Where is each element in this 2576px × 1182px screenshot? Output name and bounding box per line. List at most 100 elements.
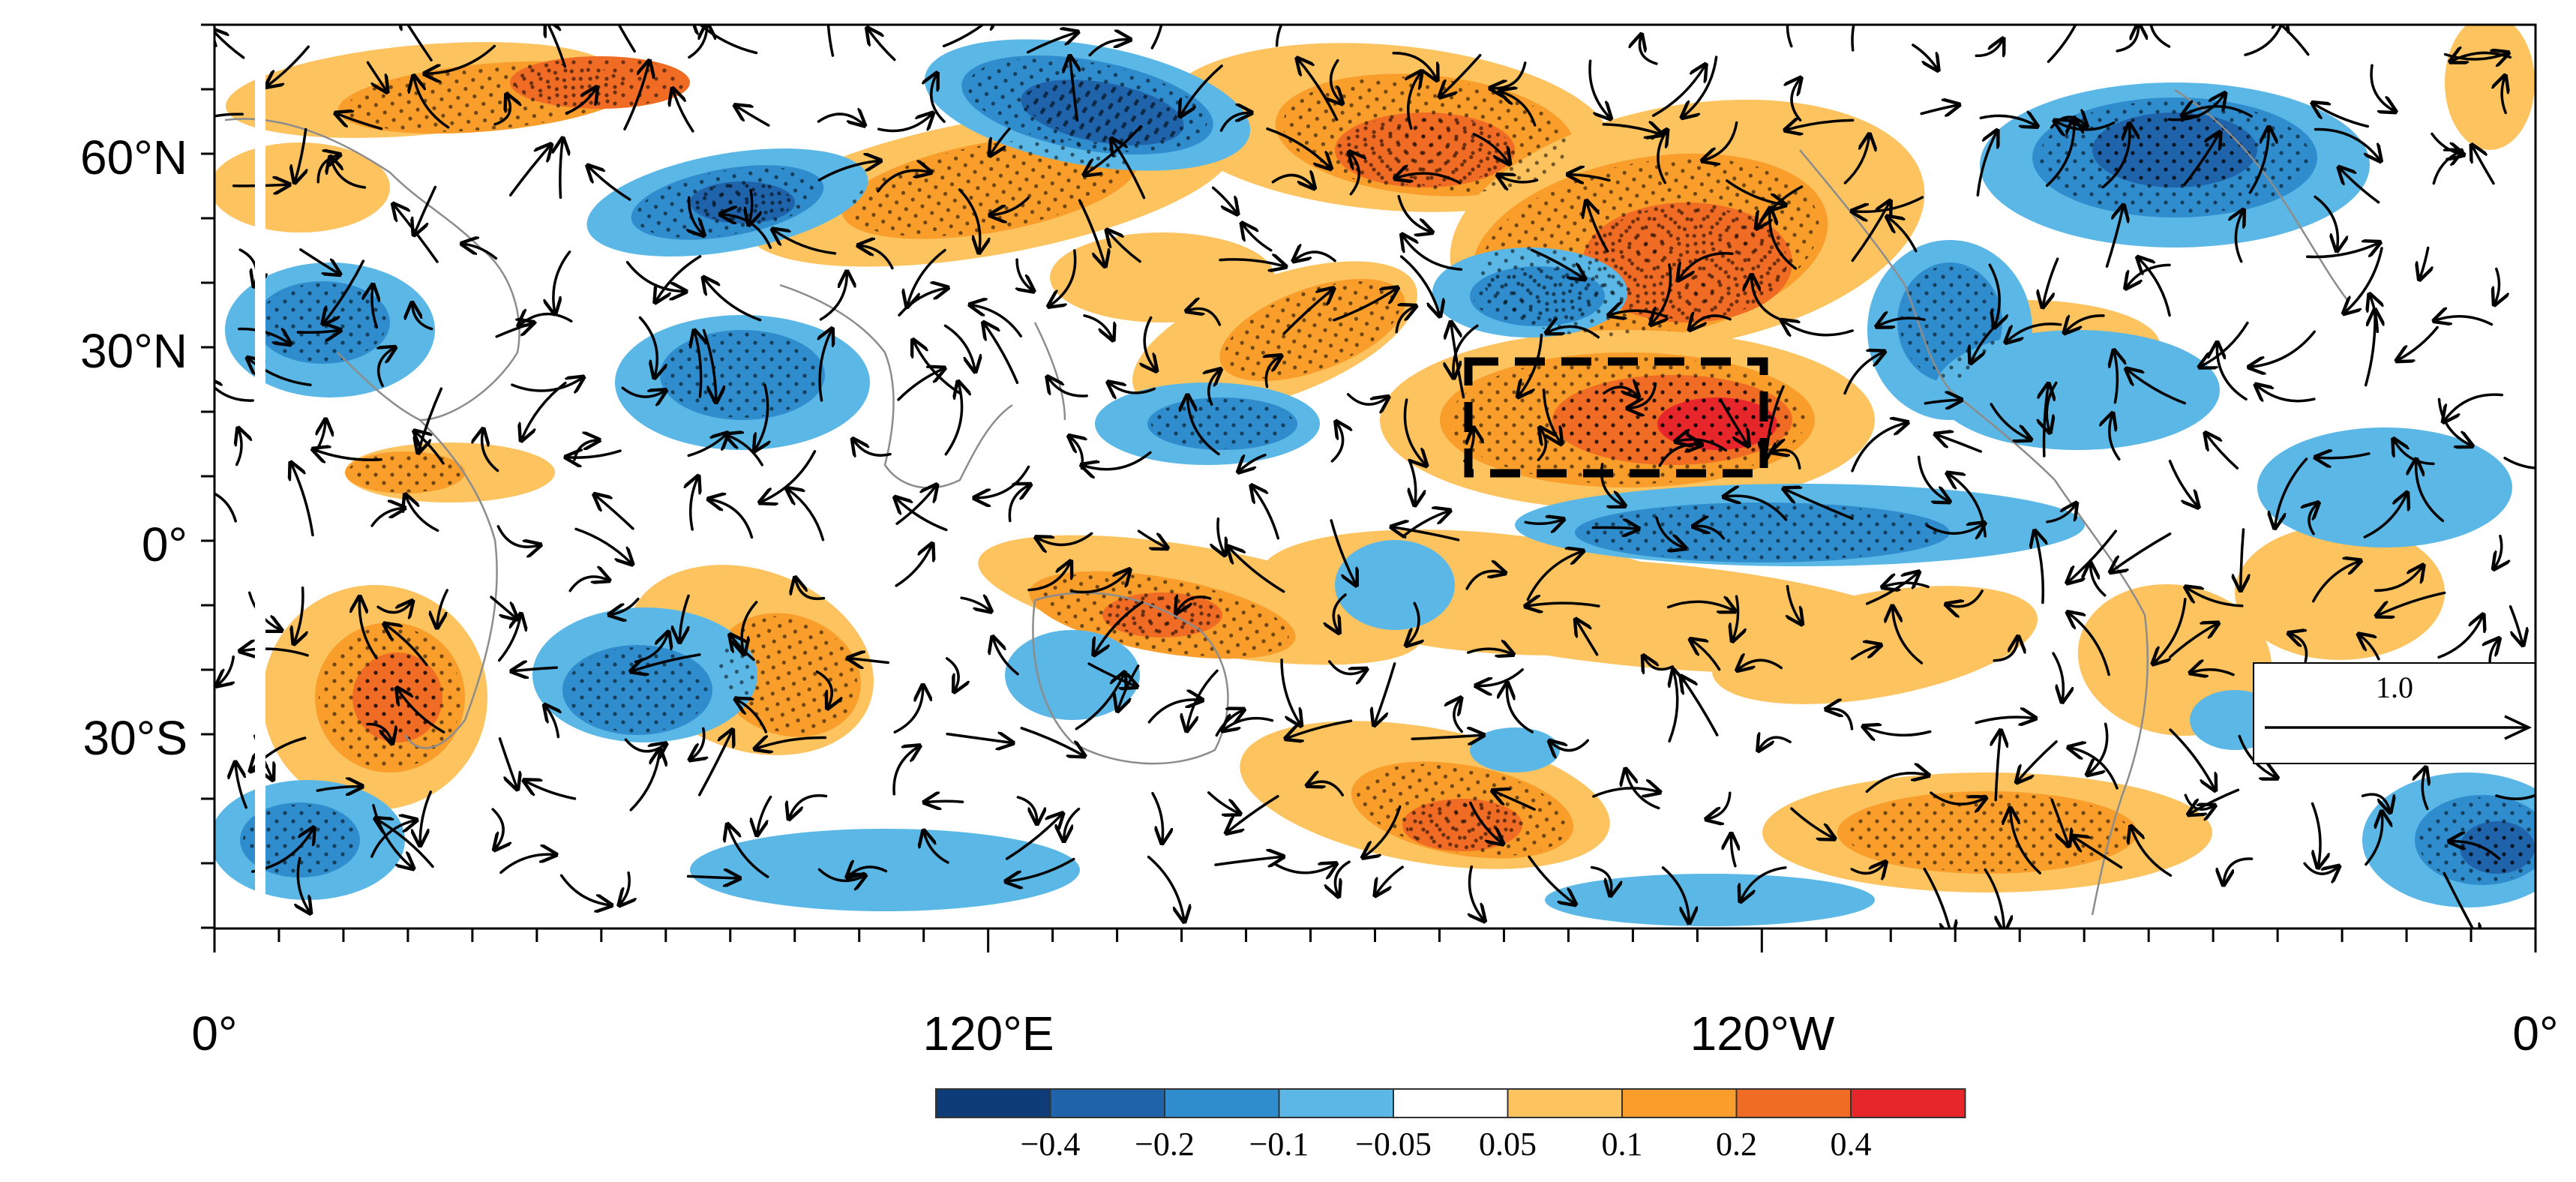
vector-arrow — [1588, 59, 1609, 117]
vector-arrow — [1397, 194, 1431, 232]
anomaly-blob — [1050, 232, 1275, 322]
vector-arrow — [2068, 530, 2118, 582]
vector-arrow — [511, 378, 582, 391]
vector-arrow — [1690, 316, 1732, 328]
vector-arrow — [1917, 455, 1948, 501]
vector-arrow — [2155, 598, 2187, 663]
vector-arrow — [2340, 169, 2380, 204]
vector-arrow — [1147, 700, 1201, 724]
vector-arrow — [1364, 805, 1402, 857]
vector-arrow — [1679, 252, 1734, 279]
vector-arrow — [946, 734, 1012, 743]
vector-arrow — [1375, 662, 1396, 724]
colorbar-label: 0.4 — [1831, 1126, 1872, 1162]
axis-ticks — [201, 23, 2537, 952]
vector-arrow — [926, 801, 964, 802]
vector-arrow — [819, 273, 847, 321]
vector-arrow — [1037, 532, 1093, 544]
vector-arrow — [1708, 791, 1732, 819]
vector-arrow — [1070, 58, 1078, 122]
colorbar-label: −0.2 — [1135, 1126, 1195, 1162]
vector-arrow — [1027, 563, 1070, 592]
vector-arrow — [2110, 415, 2121, 461]
stipple-patch — [566, 647, 709, 733]
lon-label-0-left: 0° — [191, 1006, 237, 1060]
coastline — [1032, 592, 1229, 765]
vector-arrow — [1884, 583, 1930, 586]
vector-arrow — [1465, 571, 1504, 590]
vector-arrow — [1331, 58, 1342, 103]
vector-arrow — [2192, 670, 2235, 675]
vector-arrow — [1088, 40, 1129, 57]
vector-arrow — [2114, 352, 2117, 404]
vector-arrow — [1850, 646, 1879, 661]
vector-arrow — [2069, 614, 2110, 676]
colorbar: −0.4 −0.2 −0.1 −0.05 0.05 0.1 0.2 0.4 — [935, 1088, 1966, 1162]
vector-arrow — [1188, 309, 1222, 326]
data-gap-strip — [255, 41, 265, 926]
vector-arrow — [694, 25, 758, 55]
vector-arrow — [1976, 132, 1996, 196]
vector-arrow — [1893, 608, 1924, 664]
vector-arrow — [2224, 857, 2254, 884]
vector-arrow — [1266, 127, 1330, 168]
vector-arrow — [2257, 386, 2316, 403]
coastline — [2174, 88, 2349, 301]
vector-arrow — [1912, 44, 1937, 69]
vector-arrow — [1704, 121, 1738, 160]
vector-arrow — [2070, 748, 2119, 790]
vector-arrow — [1333, 289, 1396, 322]
vector-arrow — [1843, 136, 1869, 184]
vector-arrow — [1770, 210, 1798, 270]
vector-arrow — [2365, 813, 2383, 866]
lon-label-120e: 120°E — [922, 1006, 1054, 1060]
vector-arrow — [896, 499, 948, 532]
vector-arrow — [2112, 532, 2172, 572]
vector-arrow — [943, 324, 976, 370]
vector-arrow — [2128, 370, 2187, 405]
vector-arrow — [1188, 397, 1220, 456]
vector-arrow — [415, 432, 445, 465]
vector-arrow — [1451, 324, 1465, 399]
colorbar-label: 0.05 — [1479, 1126, 1537, 1162]
vector-arrow — [376, 602, 411, 613]
vector-arrow — [574, 527, 631, 562]
vector-arrow — [907, 248, 946, 305]
colorbar-cell — [1164, 1088, 1280, 1118]
vector-arrow — [1453, 324, 1479, 376]
vector-arrow — [1719, 398, 1747, 445]
vector-arrow — [710, 500, 754, 539]
reference-vector-arrowhead — [2504, 715, 2533, 740]
stipple-patch — [692, 182, 793, 223]
vector-arrow — [2345, 247, 2383, 312]
vector-arrow — [1211, 186, 1237, 212]
vector-arrow — [1865, 773, 1927, 794]
vector-arrow — [1274, 865, 1335, 873]
vector-arrow — [737, 700, 768, 734]
vector-arrow — [1996, 732, 2000, 802]
vector-arrow — [1865, 727, 1932, 735]
vector-arrow — [1109, 383, 1156, 393]
vector-arrow — [565, 88, 595, 115]
vector-arrow — [1008, 485, 1029, 523]
vector-arrow — [629, 751, 660, 812]
vector-arrow — [589, 167, 631, 201]
vector-arrow — [2190, 788, 2240, 814]
stipple-patch — [514, 57, 685, 108]
vector-arrow — [241, 649, 309, 656]
colorbar-cell — [1621, 1088, 1738, 1118]
vector-arrow — [2363, 494, 2407, 538]
colorbar-label: −0.05 — [1355, 1126, 1432, 1162]
vector-arrow — [1271, 175, 1313, 187]
colorbar-cells — [935, 1088, 1966, 1118]
vector-arrow — [1924, 400, 1960, 404]
vector-arrow — [2116, 25, 2138, 52]
vector-arrow — [1851, 423, 1906, 472]
vector-arrow — [2045, 119, 2074, 188]
vector-arrow — [895, 486, 936, 525]
vector-arrow — [1530, 248, 1584, 278]
vector-arrow — [731, 636, 755, 662]
vector-arrow — [595, 496, 634, 530]
vector-arrow — [2131, 828, 2173, 878]
vector-arrow — [2378, 591, 2446, 615]
